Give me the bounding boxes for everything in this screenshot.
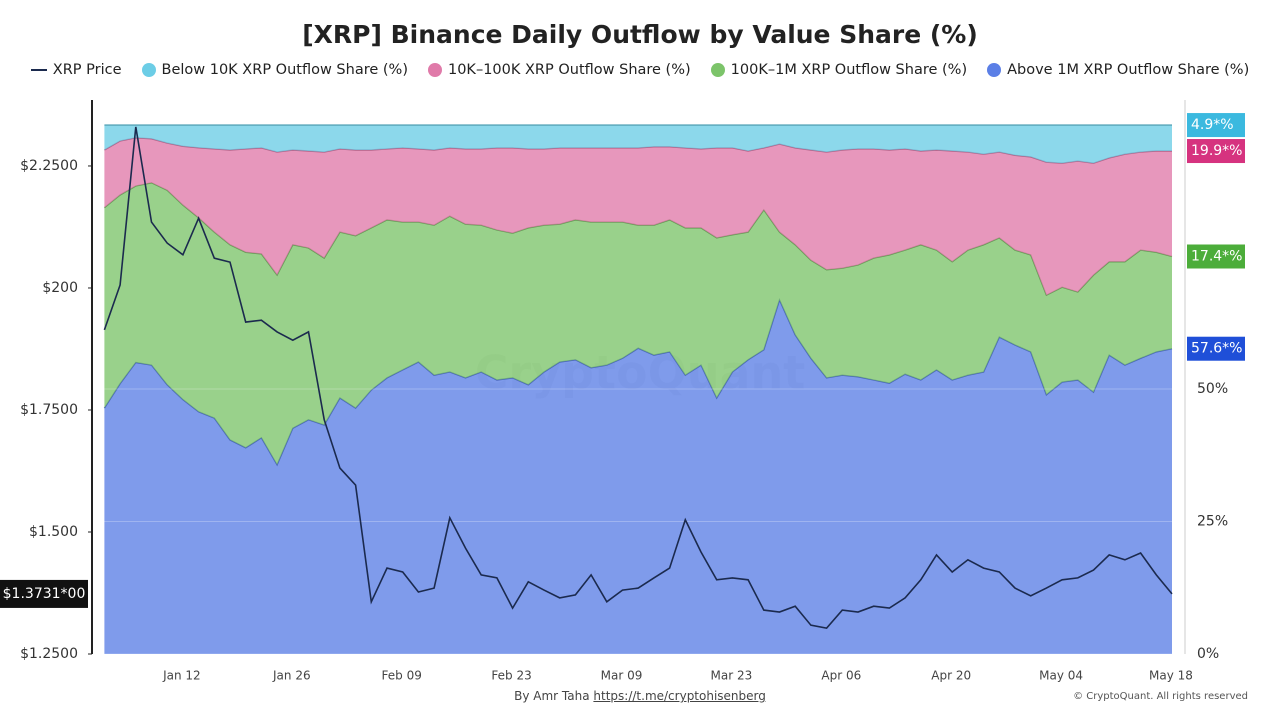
legend-label: Below 10K XRP Outflow Share (%)	[161, 62, 408, 78]
end-label: 17.4*%	[1191, 249, 1242, 265]
area	[104, 300, 1172, 654]
end-label: 4.9*%	[1191, 117, 1234, 133]
x-tick-label: May 18	[1149, 669, 1193, 683]
end-label-box	[1187, 336, 1245, 361]
legend-marker	[987, 63, 1002, 77]
chart-title: [XRP] Binance Daily Outflow by Value Sha…	[302, 20, 978, 49]
legend-marker	[710, 63, 725, 77]
credit-link[interactable]: https://t.me/cryptohisenberg	[593, 689, 766, 703]
y2-tick-label: 25%	[1197, 514, 1228, 530]
legend-item[interactable]: XRP Price	[30, 62, 122, 78]
legend-marker	[141, 63, 156, 77]
credit-line: By Amr Taha https://t.me/cryptohisenberg	[0, 689, 1280, 703]
end-label: $1.3731*00	[3, 586, 86, 602]
x-tick-label: Apr 20	[931, 669, 971, 683]
area	[104, 137, 1172, 296]
legend: XRP Price Below 10K XRP Outflow Share (%)…	[0, 62, 1280, 78]
end-label: 57.6*%	[1191, 341, 1242, 357]
end-label-box	[0, 579, 88, 608]
y-tick-label: $1.500	[29, 524, 78, 540]
x-tick-label: Apr 06	[821, 669, 861, 683]
legend-item[interactable]: 10K–100K XRP Outflow Share (%)	[427, 62, 691, 78]
y-tick-label: $1.7500	[20, 402, 78, 418]
y2-tick-label: 0%	[1197, 646, 1219, 662]
legend-label: XRP Price	[52, 62, 122, 78]
end-label-box	[1187, 139, 1245, 164]
x-tick-label: Jan 26	[272, 669, 311, 683]
legend-item[interactable]: 100K–1M XRP Outflow Share (%)	[710, 62, 968, 78]
end-label: 19.9*%	[1191, 143, 1242, 159]
legend-label: Above 1M XRP Outflow Share (%)	[1007, 62, 1250, 78]
end-label-box	[1187, 244, 1245, 269]
price-line	[103, 126, 1173, 629]
end-label-box	[1187, 113, 1245, 138]
areas	[103, 124, 1173, 654]
x-tick-label: May 04	[1039, 669, 1083, 683]
x-tick-label: Mar 09	[601, 669, 643, 683]
x-tick-label: Feb 23	[491, 669, 531, 683]
legend-marker	[427, 63, 442, 77]
area	[104, 125, 1172, 164]
legend-item[interactable]: Below 10K XRP Outflow Share (%)	[141, 62, 408, 78]
legend-marker	[30, 69, 47, 71]
legend-label: 10K–100K XRP Outflow Share (%)	[447, 62, 691, 78]
copyright: © CryptoQuant. All rights reserved	[1073, 691, 1248, 702]
x-tick-label: Jan 12	[162, 669, 201, 683]
y-tick-label: $1.2500	[20, 646, 78, 662]
y2-tick-label: 50%	[1197, 381, 1228, 397]
x-tick-label: Mar 23	[711, 669, 753, 683]
legend-item[interactable]: Above 1M XRP Outflow Share (%)	[987, 62, 1249, 78]
legend-label: 100K–1M XRP Outflow Share (%)	[730, 62, 968, 78]
x-tick-label: Feb 09	[382, 669, 422, 683]
area	[104, 182, 1172, 465]
y-tick-label: $200	[42, 280, 78, 296]
y-tick-label: $2.2500	[20, 158, 78, 174]
credit: By Amr Taha	[514, 689, 590, 703]
